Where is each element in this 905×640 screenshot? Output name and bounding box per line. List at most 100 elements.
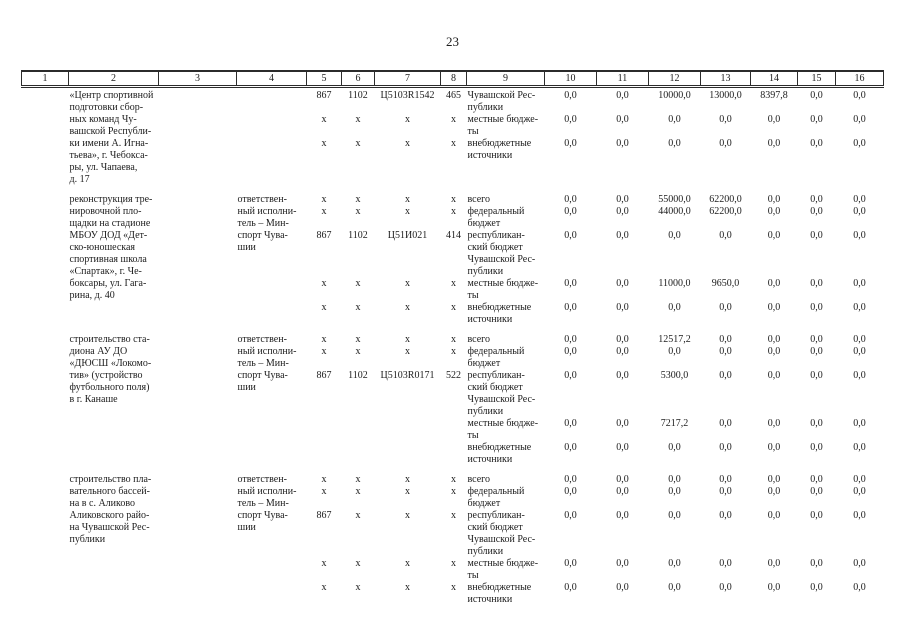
value-cell-item: 0,0 [810,558,823,569]
value-cell-item: 0,0 [853,486,866,497]
value-cell-item: 12517,2 [658,334,691,345]
value-cell-item: 0,0 [853,474,866,485]
value-cell: 0,0 0,0 0,0 0,0 0,0 [798,472,836,606]
value-cell: 0,0 0,0 0,0 0,0 0,0 [545,192,597,326]
code-cell-item: 1102 [348,230,368,241]
code-cell-item: Ц5103R0171 [380,370,435,381]
value-cell-item: 0,0 [564,442,577,453]
value-cell-item: 0,0 [616,302,629,313]
code-cell-item: х [321,194,327,205]
header-cell: 10 [544,70,597,88]
value-cell-item: 0,0 [564,230,577,241]
responsible-cell: ответствен- ный исполни- тель – Мин- спо… [237,474,297,533]
code-cell-item: х [405,346,410,357]
responsible-cell: ответствен- ный исполни- тель – Мин- спо… [237,334,297,393]
value-cell-item: 11000,0 [658,278,691,289]
value-cell-item: 0,0 [668,442,681,453]
budget-table: 1 2 3 4 5 6 7 8 9 10 11 12 13 14 15 16 «Центр спортивно… [21,70,884,606]
value-cell-item: 0,0 [853,418,866,429]
value-cell-item: 0,0 [853,558,866,569]
code-cell-item [376,418,440,442]
code-cell-item: х [321,582,327,593]
value-cell-item: 0,0 [719,510,732,521]
value-cell-item: 0,0 [853,334,866,345]
code-cell-item: х [321,302,327,313]
code-cell-item: х [405,114,410,125]
code-cell-item: х [405,558,410,569]
code-cell-item: х [451,582,456,593]
value-cell: 0,0 0,0 0,0 0,0 0,0 [545,332,597,466]
code-cell: х х 522 [441,332,467,466]
table-header: 1 2 3 4 5 6 7 8 9 10 11 12 13 14 15 16 [21,70,884,88]
value-cell-item: 0,0 [616,558,629,569]
code-cell-item: х [451,486,456,497]
value-cell-item: 0,0 [564,486,577,497]
value-cell-item: 0,0 [719,346,732,357]
responsible-cell: ответствен- ный исполни- тель – Мин- спо… [237,194,297,253]
code-cell-item: х [355,278,361,289]
code-cell-item: 1102 [348,90,368,101]
code-cell-item: х [451,114,456,125]
funding-source-cell-item: всего [467,194,491,205]
value-cell-item: 0,0 [616,194,629,205]
value-cell-item: 0,0 [853,370,866,381]
value-cell-item: 0,0 [616,230,629,241]
funding-source-cell-item: внебюджетные источники [467,442,532,465]
value-cell-item: 0,0 [668,114,681,125]
value-cell-item: 0,0 [668,474,681,485]
code-cell-item [442,442,466,466]
code-cell: х х Ц5103R0171 [375,332,441,466]
value-cell-item: 0,0 [810,230,823,241]
value-cell: 62200,0 62200,0 0,0 9650,0 0,0 [701,192,751,326]
value-cell-item: 0,0 [668,486,681,497]
code-cell-item: х [405,334,410,345]
code-cell-item: х [321,114,327,125]
code-cell: х х 867 х х [307,472,342,606]
value-cell-item: 0,0 [767,558,781,569]
table-body: «Центр спортивной подготовки сбор- ных к… [22,87,884,607]
value-cell-item: 0,0 [810,474,823,485]
header-cell: 6 [341,70,375,88]
value-cell-item: 13000,0 [709,90,742,101]
code-cell-item: х [355,486,361,497]
code-cell: 867 х х [307,87,342,187]
header-cell: 16 [835,70,884,88]
funding-source-cell-item: внебюджетные источники [467,138,532,161]
page-number: 23 [446,34,459,49]
code-cell: 1102 х х [342,87,375,187]
code-cell-item: х [355,474,361,485]
value-cell-item: 0,0 [719,582,732,593]
value-cell: 0,0 0,0 0,0 0,0 0,0 [701,472,751,606]
code-cell-item: х [355,302,361,313]
code-cell-item: х [355,114,361,125]
code-cell-item: х [321,486,327,497]
funding-source-cell-item: всего [467,334,491,345]
header-cell: 4 [236,70,307,88]
value-cell-item: 0,0 [719,442,732,453]
value-cell-item: 7217,2 [660,418,689,429]
project-block-row: «Центр спортивной подготовки сбор- ных к… [22,87,884,187]
value-cell-item: 62200,0 [709,194,742,205]
code-cell-item: х [321,558,327,569]
value-cell-item: 0,0 [719,474,732,485]
value-cell-item: 0,0 [616,90,629,101]
value-cell-item: 0,0 [853,138,866,149]
project-block-row: строительство пла- вательного бассей- на… [22,472,884,606]
value-cell-item: 0,0 [810,114,823,125]
code-cell-item: х [355,510,361,521]
value-cell-item: 0,0 [767,582,781,593]
code-cell-item: х [355,206,361,217]
code-cell-item: х [451,278,456,289]
header-cell: 11 [596,70,649,88]
header-cell: 9 [466,70,545,88]
code-cell-item: х [451,334,456,345]
value-cell: 0,0 0,0 0,0 0,0 0,0 [701,332,751,466]
value-cell-item: 0,0 [810,90,823,101]
value-cell-item: 0,0 [564,558,577,569]
project-name-cell: строительство ста- диона АУ ДО «ДЮСШ «Ло… [69,334,152,405]
header-cell: 8 [440,70,467,88]
value-cell: 0,0 0,0 0,0 0,0 0,0 [597,332,649,466]
header-cell: 14 [750,70,798,88]
value-cell-item: 0,0 [853,206,866,217]
value-cell-item: 0,0 [767,138,781,149]
